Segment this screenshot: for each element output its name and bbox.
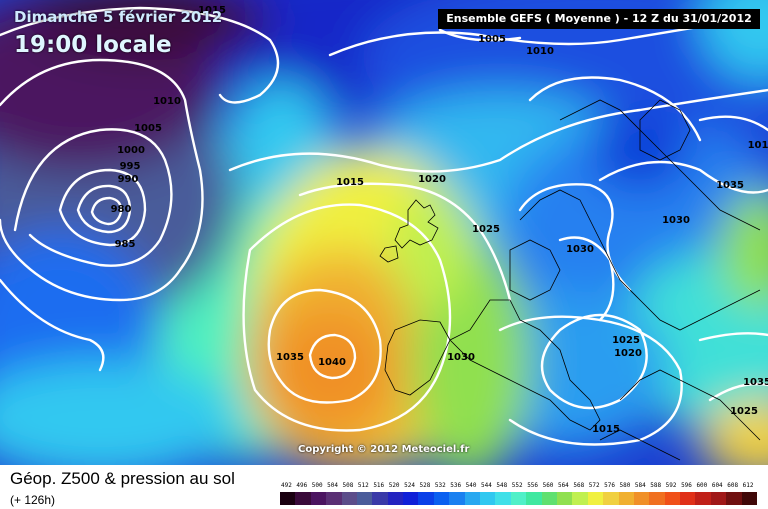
forecast-date: Dimanche 5 février 2012 bbox=[14, 8, 223, 26]
scale-tick-label: 568 bbox=[573, 482, 585, 489]
scale-tick-label: 508 bbox=[342, 482, 354, 489]
model-banner: Ensemble GEFS ( Moyenne ) - 12 Z du 31/0… bbox=[438, 9, 760, 29]
scale-swatch bbox=[526, 492, 543, 505]
isobar-label: 1015 bbox=[592, 424, 620, 435]
isobar-label: 1030 bbox=[447, 352, 475, 363]
scale-swatch bbox=[495, 492, 512, 505]
isobar-label: 1020 bbox=[418, 174, 446, 185]
isobar-label: 1000 bbox=[117, 145, 145, 156]
scale-swatch bbox=[433, 492, 450, 505]
copyright-text: Copyright © 2012 Meteociel.fr bbox=[298, 444, 470, 455]
isobar-label: 990 bbox=[118, 174, 139, 185]
scale-swatch bbox=[403, 492, 419, 505]
scale-tick-label: 500 bbox=[311, 482, 323, 489]
scale-tick-label: 520 bbox=[388, 482, 400, 489]
isobar-label: 1035 bbox=[743, 377, 768, 388]
scale-tick-label: 524 bbox=[404, 482, 415, 489]
scale-swatch bbox=[587, 492, 604, 505]
scale-tick-label: 572 bbox=[588, 482, 600, 489]
scale-swatch bbox=[541, 492, 558, 505]
map-area: 1015 1005 1010 1010 1005 1000 995 990 98… bbox=[0, 0, 768, 465]
scale-swatch bbox=[695, 492, 712, 505]
scale-swatch bbox=[649, 492, 666, 505]
isobar-label: 1020 bbox=[614, 348, 642, 359]
scale-tick-label: 576 bbox=[604, 482, 615, 489]
isobar-label: 1035 bbox=[716, 180, 744, 191]
scale-swatch bbox=[464, 492, 481, 505]
scale-tick-label: 496 bbox=[296, 482, 308, 489]
scale-swatch bbox=[603, 492, 619, 505]
scale-swatch bbox=[572, 492, 589, 505]
scale-swatch bbox=[387, 492, 404, 505]
legend-title: Géop. Z500 & pression au sol bbox=[10, 469, 235, 488]
scale-tick-label: 492 bbox=[281, 482, 292, 489]
scale-swatch bbox=[741, 492, 758, 505]
scale-swatch bbox=[680, 492, 696, 505]
scale-swatch bbox=[295, 492, 312, 505]
isobar-label: 1010 bbox=[153, 96, 181, 107]
scale-tick-label: 532 bbox=[434, 482, 446, 489]
scale-swatch bbox=[710, 492, 727, 505]
scale-tick-label: 584 bbox=[634, 482, 646, 489]
scale-swatch bbox=[510, 492, 527, 505]
scale-tick-label: 604 bbox=[711, 482, 723, 489]
isobar-label: 1010 bbox=[526, 46, 554, 57]
scale-swatch bbox=[618, 492, 635, 505]
scale-tick-label: 556 bbox=[527, 482, 539, 489]
isobar-label: 1035 bbox=[276, 352, 304, 363]
isobar-label: 1015 bbox=[198, 5, 226, 16]
scale-swatch bbox=[341, 492, 358, 505]
isobar-label: 995 bbox=[120, 161, 141, 172]
scale-swatch bbox=[418, 492, 435, 505]
scale-swatch bbox=[310, 492, 327, 505]
isobar-label: 1040 bbox=[318, 357, 346, 368]
isobar-label: 1025 bbox=[730, 406, 758, 417]
scale-swatch bbox=[480, 492, 496, 505]
isobar-label: 1025 bbox=[472, 224, 500, 235]
isobar-label: 1005 bbox=[478, 34, 506, 45]
isobar-label: 1030 bbox=[662, 215, 690, 226]
scale-tick-label: 560 bbox=[542, 482, 554, 489]
scale-swatch bbox=[356, 492, 373, 505]
scale-tick-label: 580 bbox=[619, 482, 631, 489]
isobar-label: 1005 bbox=[134, 123, 162, 134]
scale-tick-label: 548 bbox=[496, 482, 508, 489]
scale-tick-label: 512 bbox=[357, 482, 369, 489]
scale-swatch bbox=[726, 492, 743, 505]
scale-tick-label: 588 bbox=[650, 482, 662, 489]
scale-tick-label: 552 bbox=[511, 482, 523, 489]
scale-tick-label: 600 bbox=[696, 482, 708, 489]
scale-swatch bbox=[280, 492, 296, 505]
scale-tick-label: 540 bbox=[465, 482, 477, 489]
scale-swatch bbox=[664, 492, 681, 505]
scale-tick-label: 612 bbox=[742, 482, 754, 489]
scale-tick-label: 596 bbox=[681, 482, 692, 489]
scale-swatch bbox=[633, 492, 650, 505]
scale-swatch bbox=[326, 492, 343, 505]
scale-tick-label: 544 bbox=[481, 482, 492, 489]
scale-tick-label: 504 bbox=[327, 482, 338, 489]
scale-tick-label: 592 bbox=[665, 482, 677, 489]
isobar-label: 1015 bbox=[336, 177, 364, 188]
scale-tick-label: 564 bbox=[557, 482, 569, 489]
forecast-step: (+ 126h) bbox=[10, 493, 56, 507]
scale-tick-label: 516 bbox=[373, 482, 385, 489]
legend-bar: Géop. Z500 & pression au sol (+ 126h) 49… bbox=[0, 465, 768, 509]
isobar-label: 1025 bbox=[612, 335, 640, 346]
scale-tick-label: 536 bbox=[450, 482, 462, 489]
color-scale: 492 496 500 504 508 512 516 520 524 528 532 536 540 5… bbox=[280, 482, 758, 509]
isobar-label: 101 bbox=[748, 140, 768, 151]
isobar-label: 980 bbox=[111, 204, 132, 215]
scale-tick-label: 608 bbox=[727, 482, 739, 489]
isobar-label: 1030 bbox=[566, 244, 594, 255]
scale-swatch bbox=[372, 492, 389, 505]
scale-swatch bbox=[449, 492, 466, 505]
scale-tick-label: 528 bbox=[419, 482, 431, 489]
forecast-time: 19:00 locale bbox=[14, 32, 172, 58]
isobar-label: 985 bbox=[115, 239, 136, 250]
scale-swatch bbox=[556, 492, 573, 505]
